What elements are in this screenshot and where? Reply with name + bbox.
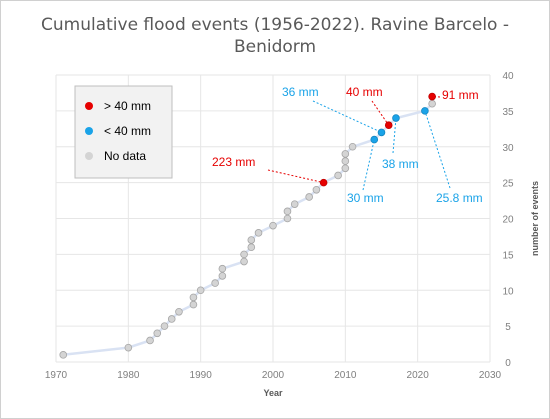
data-point [146, 336, 154, 345]
data-point [175, 307, 183, 316]
y-tick-label: 40 [502, 71, 514, 82]
data-point [153, 329, 162, 338]
annotation-leader-line [392, 118, 397, 154]
data-point [370, 135, 379, 144]
annotation-label: 91 mm [442, 88, 479, 102]
annotation-label: 36 mm [282, 85, 319, 99]
data-point [348, 142, 357, 151]
annotation-leader-line [362, 139, 375, 191]
data-point [218, 272, 227, 280]
x-tick-label: 1980 [117, 370, 140, 381]
data-point [254, 229, 263, 237]
annotation-label: 30 mm [347, 191, 384, 205]
x-tick-label: 2000 [262, 370, 285, 381]
y-axis-label: number of events [530, 181, 540, 256]
x-tick-label: 1970 [45, 370, 68, 381]
x-tick-label: 2020 [407, 370, 430, 381]
legend-label: < 40 mm [104, 124, 151, 138]
data-point [421, 107, 429, 115]
data-point [189, 293, 198, 302]
chart-title-line: Benidorm [234, 37, 316, 57]
annotation-label: 223 mm [212, 155, 255, 169]
data-point [124, 343, 133, 352]
annotation-leader-line [267, 169, 324, 184]
legend-label: > 40 mm [104, 99, 151, 113]
data-point [240, 250, 248, 259]
chart-title-line: Cumulative flood events (1956-2022). Rav… [41, 15, 509, 35]
data-point [341, 164, 350, 173]
data-point [377, 128, 386, 137]
y-tick-label: 25 [502, 179, 514, 190]
y-tick-label: 35 [502, 107, 514, 118]
annotation-leader-line [424, 110, 451, 189]
data-point [290, 200, 299, 208]
data-point [167, 315, 176, 323]
data-point [392, 114, 400, 122]
data-point [283, 214, 292, 223]
data-point [269, 221, 277, 230]
data-point [384, 121, 393, 130]
data-point [247, 243, 256, 252]
data-point [319, 178, 328, 187]
data-point [59, 351, 68, 359]
legend-marker [85, 127, 93, 135]
data-point [312, 186, 321, 194]
annotation-label: 40 mm [346, 85, 383, 99]
data-point [341, 150, 350, 158]
data-point [428, 99, 436, 108]
annotation-label: 25.8 mm [436, 191, 483, 205]
data-point [189, 300, 198, 309]
y-tick-label: 5 [505, 322, 511, 333]
data-point [334, 171, 342, 180]
data-point [196, 286, 205, 295]
data-point [218, 264, 227, 273]
x-axis-label: Year [263, 388, 283, 398]
data-point [428, 92, 436, 101]
y-tick-label: 20 [502, 215, 514, 226]
y-tick-label: 30 [502, 143, 514, 154]
y-tick-label: 10 [502, 286, 514, 297]
x-tick-label: 2010 [334, 370, 357, 381]
data-point [240, 257, 248, 266]
data-point [341, 157, 350, 165]
data-point [247, 236, 256, 244]
data-point [283, 207, 292, 216]
annotation-leader-line [312, 100, 382, 133]
legend-marker [85, 152, 93, 160]
data-point [305, 193, 313, 201]
annotation-label: 38 mm [382, 157, 419, 171]
data-point [211, 279, 219, 287]
y-tick-label: 0 [505, 358, 511, 369]
y-tick-label: 15 [502, 250, 514, 261]
legend-label: No data [104, 149, 146, 163]
data-point [160, 322, 169, 330]
legend-marker [85, 102, 93, 110]
x-tick-label: 2030 [479, 370, 502, 381]
annotation-leader-line [371, 100, 390, 126]
x-tick-label: 1990 [190, 370, 213, 381]
